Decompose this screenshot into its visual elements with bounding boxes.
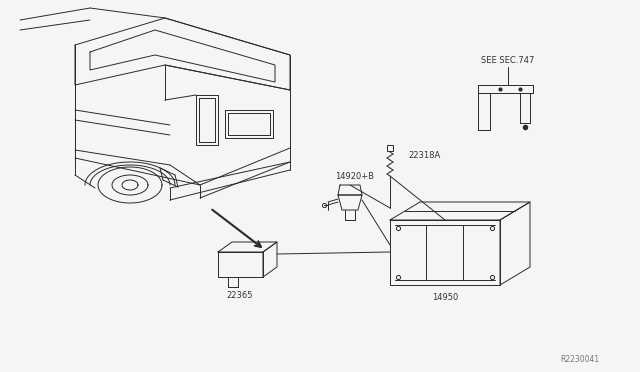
- Text: SEE SEC.747: SEE SEC.747: [481, 56, 534, 65]
- Text: R2230041: R2230041: [561, 355, 600, 364]
- Text: 22318A: 22318A: [408, 151, 440, 160]
- Text: 14950: 14950: [432, 293, 458, 302]
- Text: 14920+B: 14920+B: [335, 172, 374, 181]
- Text: 22365: 22365: [227, 291, 253, 300]
